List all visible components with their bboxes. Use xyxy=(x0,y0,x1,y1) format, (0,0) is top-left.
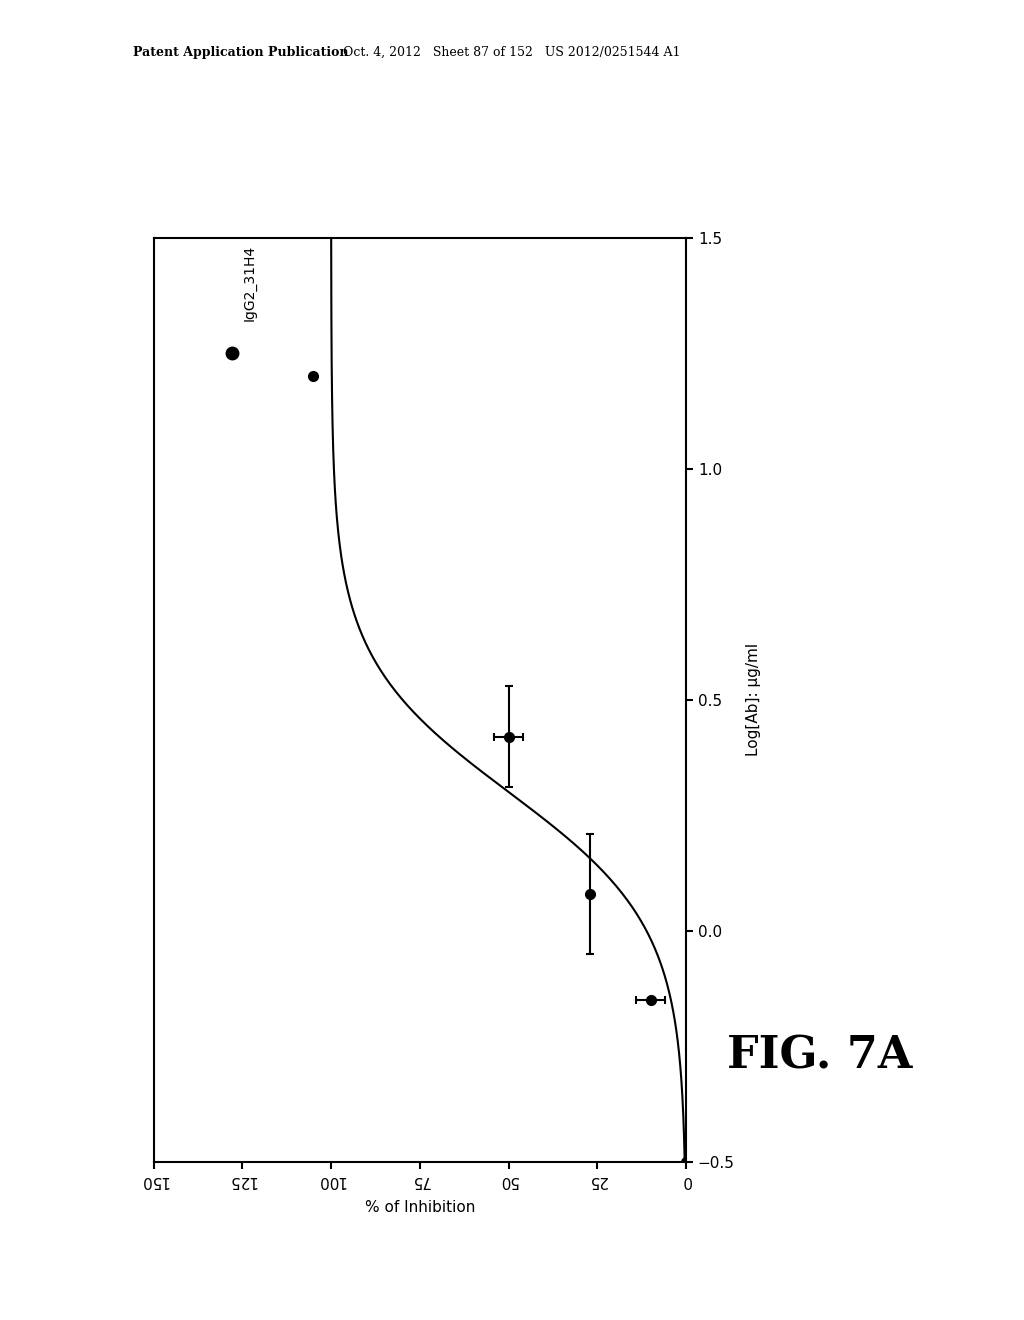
Text: Patent Application Publication: Patent Application Publication xyxy=(133,46,348,59)
Text: Oct. 4, 2012   Sheet 87 of 152   US 2012/0251544 A1: Oct. 4, 2012 Sheet 87 of 152 US 2012/025… xyxy=(343,46,681,59)
Y-axis label: Log[Ab]: μg/ml: Log[Ab]: μg/ml xyxy=(745,643,761,756)
Text: FIG. 7A: FIG. 7A xyxy=(726,1035,912,1077)
X-axis label: % of Inhibition: % of Inhibition xyxy=(365,1200,475,1214)
Text: IgG2_31H4: IgG2_31H4 xyxy=(243,244,256,321)
